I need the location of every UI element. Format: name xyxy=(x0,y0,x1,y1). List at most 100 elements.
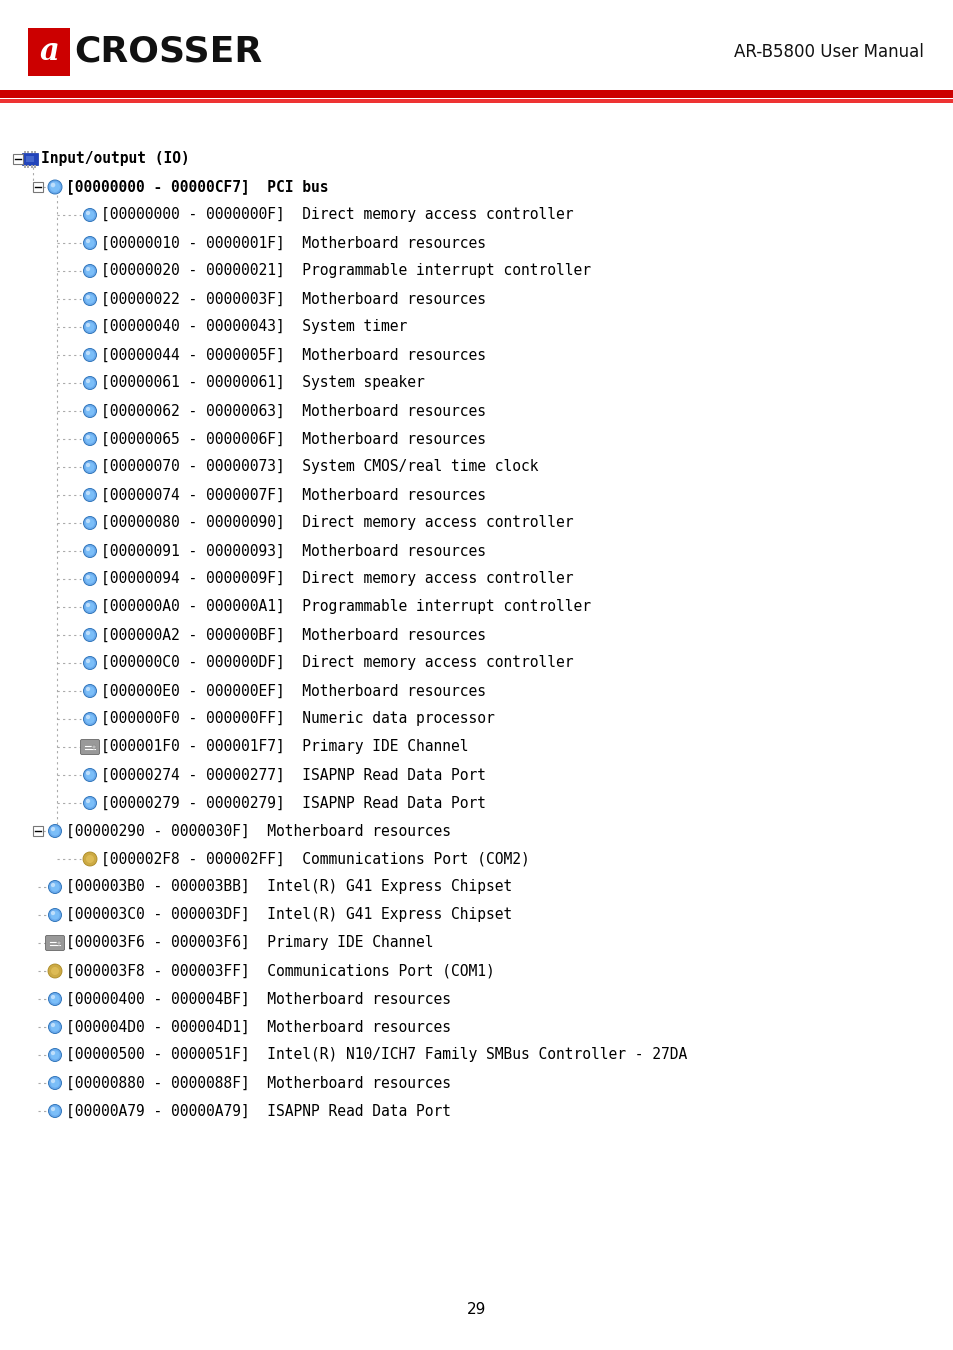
Text: [000003B0 - 000003BB]  Intel(R) G41 Express Chipset: [000003B0 - 000003BB] Intel(R) G41 Expre… xyxy=(66,879,512,895)
Circle shape xyxy=(51,995,55,999)
Circle shape xyxy=(86,323,94,332)
Text: [00000065 - 0000006F]  Motherboard resources: [00000065 - 0000006F] Motherboard resour… xyxy=(101,432,485,447)
Circle shape xyxy=(51,883,59,891)
Text: [000001F0 - 000001F7]  Primary IDE Channel: [000001F0 - 000001F7] Primary IDE Channe… xyxy=(101,740,468,755)
Circle shape xyxy=(84,320,96,333)
Circle shape xyxy=(84,348,96,362)
Circle shape xyxy=(51,1079,59,1088)
Circle shape xyxy=(49,1049,61,1061)
Text: [00000274 - 00000277]  ISAPNP Read Data Port: [00000274 - 00000277] ISAPNP Read Data P… xyxy=(101,768,485,783)
Circle shape xyxy=(86,239,91,243)
Bar xyxy=(24,150,26,153)
Circle shape xyxy=(84,460,96,474)
Circle shape xyxy=(86,630,91,634)
Circle shape xyxy=(86,575,94,583)
Circle shape xyxy=(49,1076,61,1089)
Circle shape xyxy=(86,379,91,383)
Circle shape xyxy=(49,909,61,922)
Text: [00000080 - 00000090]  Direct memory access controller: [00000080 - 00000090] Direct memory acce… xyxy=(101,516,573,531)
Bar xyxy=(24,165,26,167)
Circle shape xyxy=(51,910,59,919)
Circle shape xyxy=(84,293,96,305)
Text: [00000880 - 0000088F]  Motherboard resources: [00000880 - 0000088F] Motherboard resour… xyxy=(66,1076,451,1091)
Bar xyxy=(28,165,30,167)
Text: [00000010 - 0000001F]  Motherboard resources: [00000010 - 0000001F] Motherboard resour… xyxy=(101,235,485,251)
Bar xyxy=(22,153,38,165)
Circle shape xyxy=(84,208,96,221)
Circle shape xyxy=(86,491,91,495)
Circle shape xyxy=(51,826,55,832)
Bar xyxy=(0,99,953,103)
Circle shape xyxy=(86,406,91,412)
Circle shape xyxy=(86,463,94,471)
Text: [00000290 - 0000030F]  Motherboard resources: [00000290 - 0000030F] Motherboard resour… xyxy=(66,824,451,838)
Circle shape xyxy=(49,825,61,837)
Circle shape xyxy=(49,1021,61,1034)
Text: [00000074 - 0000007F]  Motherboard resources: [00000074 - 0000007F] Motherboard resour… xyxy=(101,487,485,502)
Circle shape xyxy=(51,1050,59,1060)
Circle shape xyxy=(84,405,96,417)
Circle shape xyxy=(84,768,96,782)
Circle shape xyxy=(86,463,91,467)
Circle shape xyxy=(84,684,96,698)
Circle shape xyxy=(86,490,94,500)
Circle shape xyxy=(86,266,94,275)
Circle shape xyxy=(86,547,91,551)
Bar xyxy=(0,0,953,105)
Circle shape xyxy=(86,714,94,724)
Circle shape xyxy=(86,771,94,779)
Circle shape xyxy=(51,1050,55,1056)
Circle shape xyxy=(49,880,61,894)
Text: [00000061 - 00000061]  System speaker: [00000061 - 00000061] System speaker xyxy=(101,375,424,390)
Text: [00000062 - 00000063]  Motherboard resources: [00000062 - 00000063] Motherboard resour… xyxy=(101,404,485,418)
FancyBboxPatch shape xyxy=(80,740,99,755)
Circle shape xyxy=(57,941,61,945)
Text: [00000070 - 00000073]  System CMOS/real time clock: [00000070 - 00000073] System CMOS/real t… xyxy=(101,459,537,474)
Circle shape xyxy=(86,855,94,863)
Circle shape xyxy=(86,798,94,807)
Circle shape xyxy=(50,182,60,192)
Bar xyxy=(30,165,33,167)
Circle shape xyxy=(84,517,96,529)
Text: a: a xyxy=(39,36,59,68)
Circle shape xyxy=(86,799,91,803)
Circle shape xyxy=(86,294,94,304)
Circle shape xyxy=(86,211,91,215)
Circle shape xyxy=(51,1107,55,1111)
Text: [00000020 - 00000021]  Programmable interrupt controller: [00000020 - 00000021] Programmable inter… xyxy=(101,263,590,278)
Circle shape xyxy=(84,544,96,558)
Bar xyxy=(33,182,43,192)
Circle shape xyxy=(51,1079,55,1083)
Circle shape xyxy=(86,239,94,247)
Circle shape xyxy=(86,435,94,444)
Circle shape xyxy=(84,377,96,390)
Text: [00000022 - 0000003F]  Motherboard resources: [00000022 - 0000003F] Motherboard resour… xyxy=(101,292,485,306)
Circle shape xyxy=(48,180,62,194)
Circle shape xyxy=(86,211,94,220)
Circle shape xyxy=(84,629,96,641)
Text: [000002F8 - 000002FF]  Communications Port (COM2): [000002F8 - 000002FF] Communications Por… xyxy=(101,852,529,867)
Circle shape xyxy=(86,602,94,612)
Circle shape xyxy=(84,489,96,501)
Bar xyxy=(13,154,23,163)
Bar xyxy=(30,150,33,153)
Circle shape xyxy=(51,995,59,1003)
Text: [000000C0 - 000000DF]  Direct memory access controller: [000000C0 - 000000DF] Direct memory acce… xyxy=(101,656,573,671)
Bar xyxy=(28,28,70,76)
Text: [00000000 - 0000000F]  Direct memory access controller: [00000000 - 0000000F] Direct memory acce… xyxy=(101,208,573,223)
Circle shape xyxy=(86,603,91,608)
Circle shape xyxy=(84,656,96,670)
Circle shape xyxy=(91,745,96,749)
Circle shape xyxy=(86,351,94,359)
Circle shape xyxy=(51,1023,55,1027)
Circle shape xyxy=(51,1107,59,1115)
Text: AR-B5800 User Manual: AR-B5800 User Manual xyxy=(734,43,923,61)
Text: [00000500 - 0000051F]  Intel(R) N10/ICH7 Family SMBus Controller - 27DA: [00000500 - 0000051F] Intel(R) N10/ICH7 … xyxy=(66,1048,686,1062)
Circle shape xyxy=(49,992,61,1006)
Circle shape xyxy=(86,716,91,720)
Text: [00000094 - 0000009F]  Direct memory access controller: [00000094 - 0000009F] Direct memory acce… xyxy=(101,571,573,586)
Circle shape xyxy=(51,911,55,915)
Text: [000004D0 - 000004D1]  Motherboard resources: [000004D0 - 000004D1] Motherboard resour… xyxy=(66,1019,451,1034)
Circle shape xyxy=(84,713,96,725)
Circle shape xyxy=(86,687,94,695)
